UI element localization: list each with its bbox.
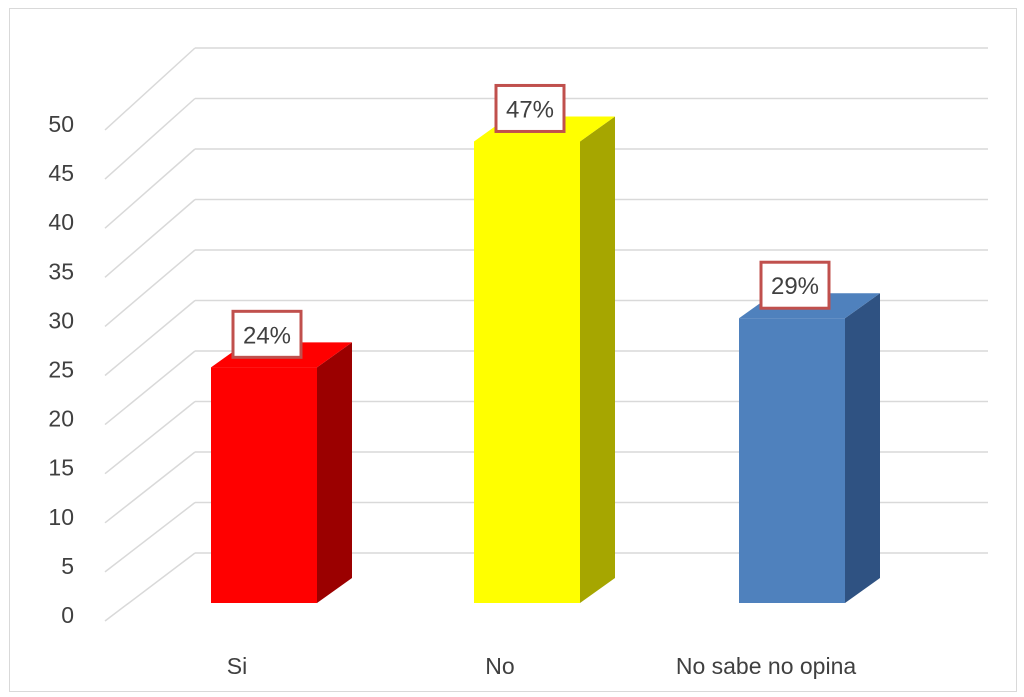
bar-side bbox=[317, 342, 352, 603]
data-label-text: 24% bbox=[243, 322, 291, 349]
x-tick-label: Si bbox=[227, 653, 247, 679]
x-tick-label: No bbox=[485, 653, 514, 679]
y-tick-label: 30 bbox=[48, 307, 74, 333]
chart-frame bbox=[9, 8, 1017, 692]
data-label-text: 29% bbox=[771, 273, 819, 300]
y-tick-label: 45 bbox=[48, 160, 74, 186]
data-label-box bbox=[494, 83, 566, 133]
gridline-diagonal bbox=[104, 552, 196, 622]
gridline-diagonal bbox=[104, 299, 196, 377]
gridline-diagonal bbox=[104, 47, 196, 131]
y-tick-label: 10 bbox=[48, 504, 74, 530]
data-label-box bbox=[759, 260, 831, 310]
x-axis-labels: Si No No sabe no opina bbox=[227, 653, 857, 679]
bar bbox=[739, 293, 880, 603]
data-label: 47% bbox=[494, 83, 566, 133]
y-tick-label: 35 bbox=[48, 258, 74, 284]
y-tick-label: 40 bbox=[48, 209, 74, 235]
y-tick-label: 5 bbox=[61, 553, 74, 579]
bar-side bbox=[580, 116, 615, 604]
data-labels: 24% 47% 29% bbox=[231, 83, 831, 359]
y-tick-label: 0 bbox=[61, 602, 74, 628]
bars bbox=[211, 116, 880, 604]
gridline-diagonal bbox=[104, 148, 196, 229]
gridline-diagonal bbox=[104, 350, 196, 426]
gridline-diagonal bbox=[104, 97, 196, 180]
bar-side bbox=[845, 293, 880, 603]
bar bbox=[474, 116, 615, 604]
bar-front bbox=[474, 141, 580, 603]
bar-front bbox=[739, 318, 845, 603]
gridline-diagonal bbox=[104, 249, 196, 327]
data-label-box bbox=[231, 309, 303, 359]
y-tick-label: 20 bbox=[48, 406, 74, 432]
y-axis-ticks: 0 5 10 15 20 25 30 35 40 45 50 bbox=[48, 111, 74, 628]
bar-front bbox=[211, 367, 317, 603]
y-tick-label: 15 bbox=[48, 455, 74, 481]
gridline-diagonal bbox=[104, 451, 196, 524]
gridline-diagonal bbox=[104, 198, 196, 278]
data-label: 29% bbox=[759, 260, 831, 310]
x-tick-label: No sabe no opina bbox=[676, 653, 857, 679]
data-label: 24% bbox=[231, 309, 303, 359]
y-tick-label: 25 bbox=[48, 357, 74, 383]
data-label-text: 47% bbox=[506, 96, 554, 123]
bar bbox=[211, 342, 352, 603]
gridline-diagonal bbox=[104, 400, 196, 475]
y-tick-label: 50 bbox=[48, 111, 74, 137]
gridline-diagonal bbox=[104, 501, 196, 573]
